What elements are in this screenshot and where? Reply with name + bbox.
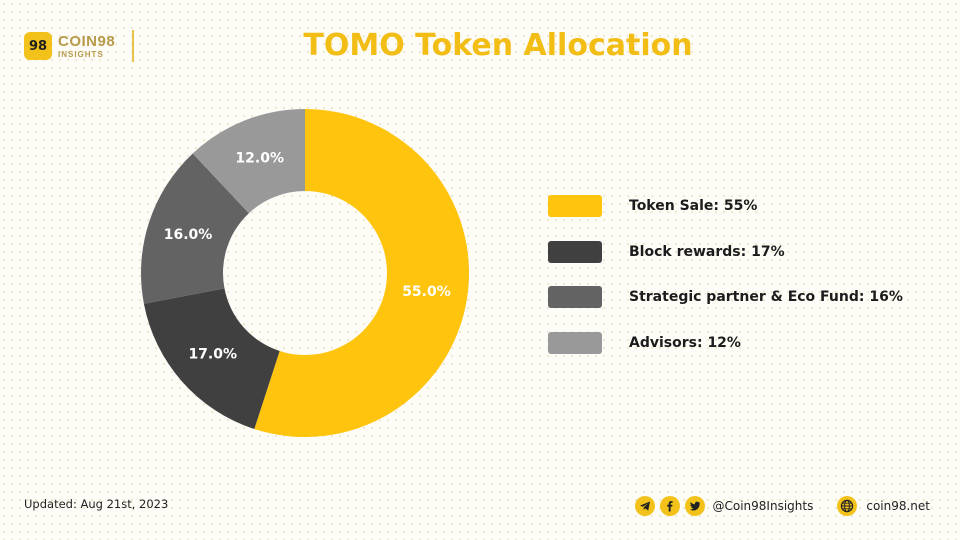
legend-item-3: Advisors: 12% [548, 329, 903, 357]
donut-slice-1 [143, 288, 280, 429]
legend-label-2: Strategic partner & Eco Fund: 16% [629, 289, 903, 305]
legend-swatch-2 [548, 286, 602, 308]
updated-date: Updated: Aug 21st, 2023 [24, 497, 169, 511]
legend-label-3: Advisors: 12% [629, 334, 741, 351]
brand-name: COIN98 [58, 32, 116, 50]
legend-item-0: Token Sale: 55% [548, 192, 903, 220]
legend-item-2: Strategic partner & Eco Fund: 16% [548, 283, 903, 311]
telegram-icon[interactable] [634, 496, 655, 516]
legend-label-1: Block rewards: 17% [629, 243, 785, 260]
brand-sub: INSIGHTS [58, 49, 104, 59]
donut-slice-2 [141, 153, 249, 304]
slice-data-label-0: 55.0% [402, 284, 451, 300]
donut-slice-0 [254, 109, 470, 437]
footer-links: @Coin98Insights coin98.net [634, 496, 930, 516]
slice-data-label-1: 17.0% [188, 346, 237, 362]
facebook-icon[interactable] [659, 496, 680, 516]
legend-label-0: Token Sale: 55% [629, 198, 758, 214]
legend-swatch-0 [548, 195, 602, 217]
page-title: TOMO Token Allocation [303, 28, 693, 63]
twitter-icon[interactable] [684, 496, 705, 516]
slice-data-label-3: 12.0% [235, 151, 284, 167]
social-handle[interactable]: @Coin98Insights [712, 499, 814, 513]
coin98-logo-icon: 98 [24, 32, 52, 60]
brand-logo: 98 COIN98 INSIGHTS [24, 32, 115, 60]
legend-item-1: Block rewards: 17% [548, 238, 903, 266]
donut-slice-3 [192, 109, 305, 214]
website-link[interactable]: coin98.net [866, 499, 930, 513]
chart-legend: Token Sale: 55% Block rewards: 17% Strateg… [548, 192, 903, 374]
slice-data-label-2: 16.0% [164, 227, 213, 243]
logo-divider [132, 30, 134, 62]
globe-icon [837, 496, 858, 516]
legend-swatch-1 [548, 240, 602, 263]
legend-swatch-3 [548, 331, 602, 354]
